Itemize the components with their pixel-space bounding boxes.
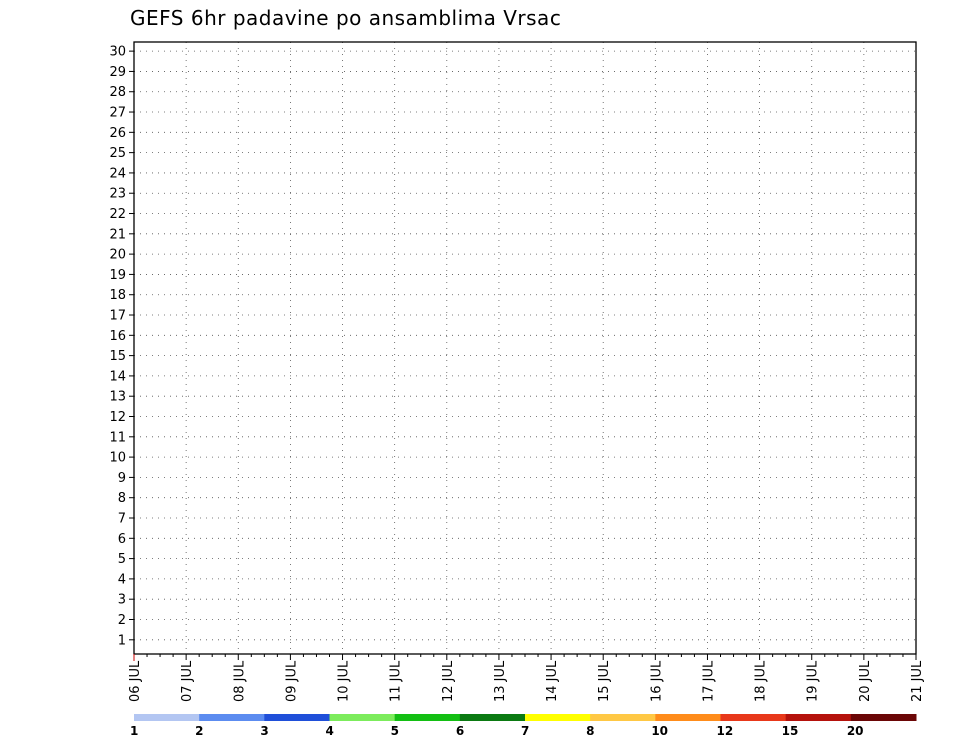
y-tick-label: 5 [118,552,126,567]
y-tick-label: 24 [109,166,126,181]
colorbar-swatch [655,714,721,721]
y-tick-label: 21 [109,227,126,242]
x-tick-label: 17 JUL [701,660,716,702]
colorbar-label: 15 [782,724,799,738]
colorbar-swatch [720,714,787,721]
colorbar-label: 12 [717,724,734,738]
colorbar-swatch [329,714,396,721]
colorbar-label: 10 [651,724,668,738]
colorbar-swatch [394,714,461,721]
y-tick-label: 13 [109,390,126,405]
colorbar-swatch [199,714,265,721]
colorbar-swatch [264,714,330,721]
x-tick-label: 21 JUL [910,660,925,702]
y-tick-label: 27 [109,106,126,121]
y-tick-label: 11 [109,430,126,445]
colorbar-swatch [785,714,852,721]
colorbar-swatch [459,714,526,721]
colorbar-label: 4 [326,724,334,738]
chart-title: GEFS 6hr padavine po ansamblima Vrsac [130,6,562,30]
x-tick-label: 12 JUL [441,660,456,702]
colorbar-label: 20 [847,724,864,738]
x-tick-label: 16 JUL [649,660,664,702]
x-tick-label: 08 JUL [232,660,247,702]
y-tick-label: 23 [109,187,126,202]
y-tick-label: 17 [109,309,126,324]
x-tick-label: 06 JUL [128,660,143,702]
x-tick-label: 11 JUL [389,660,404,702]
colorbar-swatch [134,714,200,721]
y-tick-label: 26 [109,126,126,141]
y-tick-label: 8 [118,491,126,506]
y-tick-label: 10 [109,451,126,466]
colorbar-label: 8 [586,724,594,738]
colorbar-label: 3 [260,724,268,738]
x-tick-label: 19 JUL [806,660,821,702]
y-tick-label: 1 [118,633,126,648]
y-tick-label: 3 [118,593,126,608]
y-tick-label: 25 [109,146,126,161]
colorbar-label: 7 [521,724,529,738]
x-tick-label: 13 JUL [493,660,508,702]
x-tick-label: 10 JUL [337,660,352,702]
plot-frame [133,41,917,655]
y-tick-label: 22 [109,207,126,222]
y-tick-label: 16 [109,329,126,344]
x-tick-label: 18 JUL [754,660,769,702]
y-tick-label: 9 [118,471,126,486]
x-tick-label: 07 JUL [180,660,195,702]
y-tick-label: 15 [109,349,126,364]
colorbar-label: 2 [195,724,203,738]
colorbar-swatch [850,714,917,721]
y-tick-label: 29 [109,65,126,80]
colorbar-swatch [590,714,656,721]
y-tick-label: 4 [118,572,126,587]
y-tick-label: 6 [118,532,126,547]
x-tick-label: 15 JUL [597,660,612,702]
colorbar-swatch [525,714,591,721]
y-tick-label: 18 [109,288,126,303]
y-tick-label: 7 [118,512,126,527]
x-tick-label: 20 JUL [858,660,873,702]
x-tick-label: 09 JUL [284,660,299,702]
x-tick-label: 14 JUL [545,660,560,702]
y-tick-label: 30 [109,45,126,60]
y-tick-label: 28 [109,85,126,100]
colorbar-label: 5 [391,724,399,738]
y-tick-label: 19 [109,268,126,283]
colorbar-label: 1 [130,724,138,738]
y-tick-label: 20 [109,248,126,263]
y-tick-label: 2 [118,613,126,628]
y-tick-label: 12 [109,410,126,425]
y-tick-label: 14 [109,369,126,384]
colorbar-label: 6 [456,724,464,738]
